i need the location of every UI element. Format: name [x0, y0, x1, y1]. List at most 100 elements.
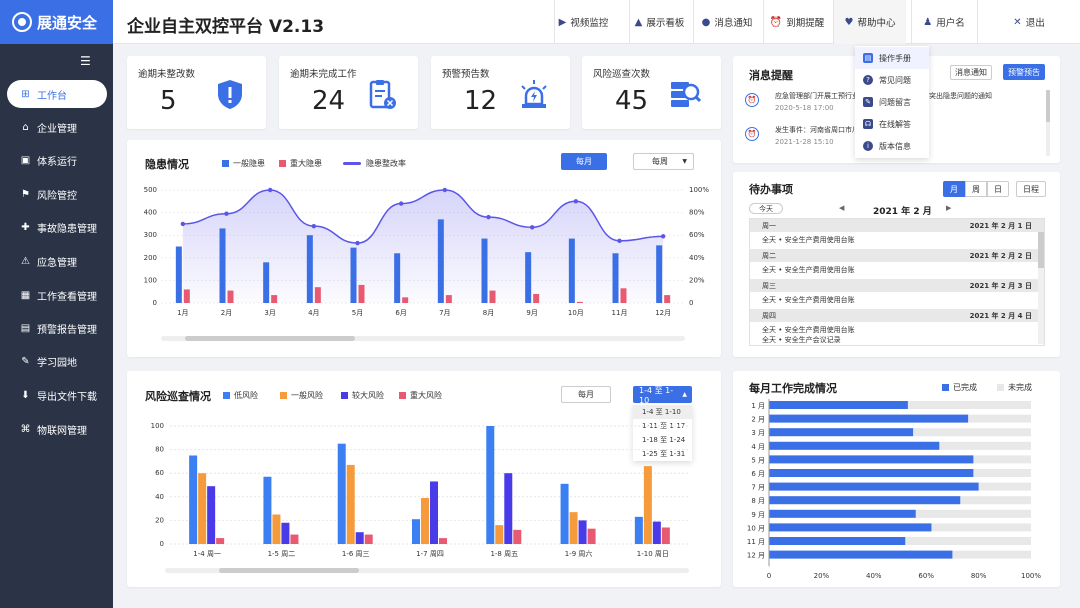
bar-major[interactable] [620, 288, 627, 303]
todo-scroll-thumb[interactable] [1038, 232, 1044, 268]
bar-general[interactable] [656, 245, 663, 303]
sidebar-item[interactable]: ▦ 工作查看管理 [0, 281, 113, 309]
bar-risk[interactable] [198, 473, 207, 544]
rate-point[interactable] [398, 201, 404, 206]
rate-point[interactable] [660, 234, 666, 239]
rate-point[interactable] [311, 223, 317, 229]
bar-risk[interactable] [430, 481, 438, 544]
sidebar-item[interactable]: ▤ 预警报告管理 [0, 314, 113, 342]
bar-done[interactable] [769, 482, 979, 491]
bar-major[interactable] [402, 297, 409, 303]
today-button[interactable]: 今天 [749, 203, 783, 214]
bar-done[interactable] [769, 401, 908, 409]
sidebar-item[interactable]: ⌂ 企业管理 [0, 113, 113, 141]
bar-risk[interactable] [355, 532, 364, 544]
bar-general[interactable] [175, 246, 182, 304]
prev-month-icon[interactable]: ◀ [839, 204, 845, 212]
todo-day-header[interactable]: 周三 2021 年 2 月 3 日 [750, 279, 1044, 292]
bar-general[interactable] [568, 238, 575, 303]
bar-risk[interactable] [587, 528, 596, 544]
bar-general[interactable] [525, 252, 532, 303]
help-menu-item[interactable]: ✎ 问题留言 [855, 91, 929, 113]
bar-done[interactable] [769, 537, 906, 545]
bar-risk[interactable] [439, 538, 447, 544]
bar-done[interactable] [769, 469, 974, 477]
bar-done[interactable] [769, 455, 974, 464]
sidebar-item[interactable]: ✚ 事故隐患管理 [0, 213, 113, 241]
bar-risk[interactable] [272, 514, 281, 545]
bar-general[interactable] [481, 238, 488, 303]
bar-major[interactable] [358, 284, 365, 303]
bar-general[interactable] [306, 235, 313, 303]
hazard-monthly-button[interactable]: 每月 [561, 153, 607, 170]
menu-collapse-icon[interactable]: ☰ [80, 54, 91, 68]
risk-monthly-button[interactable]: 每月 [561, 386, 611, 403]
todo-day-header[interactable]: 周一 2021 年 2 月 1 日 [750, 219, 1044, 232]
bar-risk[interactable] [495, 525, 504, 544]
bar-done[interactable] [769, 523, 932, 532]
bar-risk[interactable] [421, 497, 429, 544]
message-item[interactable]: ⏰ 发生事件：河南省周口市川…………试 2021-1-28 15:10 [745, 125, 1035, 146]
bar-general[interactable] [394, 253, 401, 303]
bar-major[interactable] [664, 295, 671, 303]
message-scroll-thumb[interactable] [1046, 90, 1050, 122]
topnav-video-button[interactable]: ▶ 视频监控 [554, 0, 612, 44]
bar-general[interactable] [437, 219, 444, 303]
topnav-close-button[interactable]: ✕ 退出 [977, 0, 1080, 44]
view-month-button[interactable]: 月 [943, 181, 965, 197]
bar-done[interactable] [769, 509, 916, 518]
bar-risk[interactable] [486, 426, 495, 544]
bar-risk[interactable] [189, 455, 198, 545]
help-menu-item[interactable]: ☊ 在线解答 [855, 113, 929, 135]
bar-done[interactable] [769, 550, 953, 559]
todo-day-header[interactable]: 周二 2021 年 2 月 2 日 [750, 249, 1044, 262]
rate-point[interactable] [617, 238, 622, 244]
rate-point[interactable] [529, 225, 535, 230]
risk-range-option[interactable]: 1-18 至 1-24 [642, 436, 686, 444]
todo-event[interactable]: 全天 • 安全生产会议记录 [762, 336, 841, 344]
bar-done[interactable] [769, 441, 940, 450]
view-week-button[interactable]: 周 [965, 181, 987, 197]
bar-major[interactable] [533, 293, 540, 303]
risk-legend-general[interactable]: 一般风险 [280, 390, 323, 401]
stat-card[interactable]: 逾期未整改数 5 [127, 56, 266, 129]
bar-major[interactable] [489, 290, 496, 303]
message-notice-button[interactable]: 消息通知 [950, 65, 992, 80]
topnav-board-button[interactable]: ▲ 展示看板 [629, 0, 689, 44]
bar-risk[interactable] [207, 486, 216, 544]
bar-risk[interactable] [216, 538, 225, 544]
monthly-legend-done[interactable]: 已完成 [942, 382, 977, 393]
bar-done[interactable] [769, 428, 914, 437]
risk-legend-major[interactable]: 重大风险 [399, 390, 442, 401]
app-logo[interactable]: 展通安全 [0, 0, 113, 44]
bar-general[interactable] [219, 228, 226, 303]
risk-legend-low[interactable]: 低风险 [223, 390, 258, 401]
todo-scrollbar[interactable] [1038, 232, 1044, 344]
rate-point[interactable] [180, 221, 186, 227]
bar-general[interactable] [612, 253, 619, 303]
rate-point[interactable] [267, 187, 273, 193]
rate-point[interactable] [573, 199, 579, 204]
bar-risk[interactable] [513, 529, 522, 544]
sidebar-item[interactable]: ⊞ 工作台 [7, 80, 107, 108]
todo-event[interactable]: 全天 • 安全生产费用使用台账 [762, 296, 855, 304]
message-warning-button[interactable]: 预警预告 [1003, 64, 1045, 80]
bar-major[interactable] [227, 290, 234, 303]
bar-general[interactable] [263, 262, 270, 303]
bar-risk[interactable] [652, 521, 661, 544]
rate-point[interactable] [442, 187, 448, 193]
bar-major[interactable] [183, 289, 190, 303]
bar-risk[interactable] [263, 476, 272, 544]
help-menu-item[interactable]: ? 常见问题 [855, 69, 929, 91]
bar-major[interactable] [271, 295, 278, 303]
monthly-legend-undone[interactable]: 未完成 [997, 382, 1032, 393]
risk-range-select[interactable]: 1-4 至 1-10 ▲ [633, 386, 692, 405]
bar-risk[interactable] [578, 520, 587, 544]
rate-point[interactable] [486, 214, 491, 220]
todo-event[interactable]: 全天 • 安全生产费用使用台账 [762, 236, 855, 244]
bar-done[interactable] [769, 414, 969, 423]
sidebar-item[interactable]: ⚠ 应急管理 [0, 247, 113, 275]
bar-general[interactable] [350, 247, 357, 303]
bar-risk[interactable] [346, 464, 355, 544]
sidebar-item[interactable]: ✎ 学习园地 [0, 347, 113, 375]
